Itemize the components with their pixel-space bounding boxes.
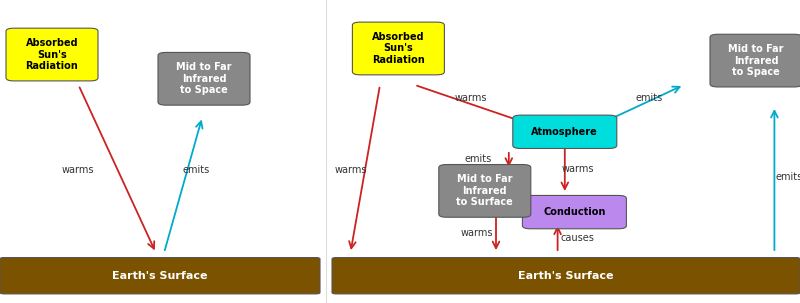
- Text: Absorbed
Sun's
Radiation: Absorbed Sun's Radiation: [26, 38, 78, 71]
- Text: warms: warms: [454, 93, 486, 104]
- FancyBboxPatch shape: [522, 195, 626, 229]
- Text: Conduction: Conduction: [543, 207, 606, 217]
- Text: warms: warms: [562, 164, 594, 174]
- FancyBboxPatch shape: [6, 28, 98, 81]
- Text: Mid to Far
Infrared
to Space: Mid to Far Infrared to Space: [176, 62, 232, 95]
- Text: Earth's Surface: Earth's Surface: [112, 271, 208, 281]
- Text: Mid to Far
Infrared
to Surface: Mid to Far Infrared to Surface: [457, 174, 513, 208]
- Text: warms: warms: [334, 165, 366, 175]
- Text: emits: emits: [775, 172, 800, 182]
- FancyBboxPatch shape: [0, 258, 320, 294]
- Text: emits: emits: [182, 165, 210, 175]
- Text: Atmosphere: Atmosphere: [531, 127, 598, 137]
- FancyBboxPatch shape: [352, 22, 445, 75]
- FancyBboxPatch shape: [710, 34, 800, 87]
- FancyBboxPatch shape: [438, 165, 531, 217]
- Text: Absorbed
Sun's
Radiation: Absorbed Sun's Radiation: [372, 32, 425, 65]
- Text: Mid to Far
Infrared
to Space: Mid to Far Infrared to Space: [728, 44, 784, 77]
- Text: emits: emits: [636, 93, 663, 104]
- FancyBboxPatch shape: [332, 258, 800, 294]
- Text: Earth's Surface: Earth's Surface: [518, 271, 614, 281]
- Text: causes: causes: [561, 233, 594, 243]
- FancyBboxPatch shape: [158, 52, 250, 105]
- FancyBboxPatch shape: [513, 115, 617, 148]
- Text: warms: warms: [62, 165, 94, 175]
- Text: emits: emits: [465, 154, 492, 164]
- Text: warms: warms: [461, 228, 493, 238]
